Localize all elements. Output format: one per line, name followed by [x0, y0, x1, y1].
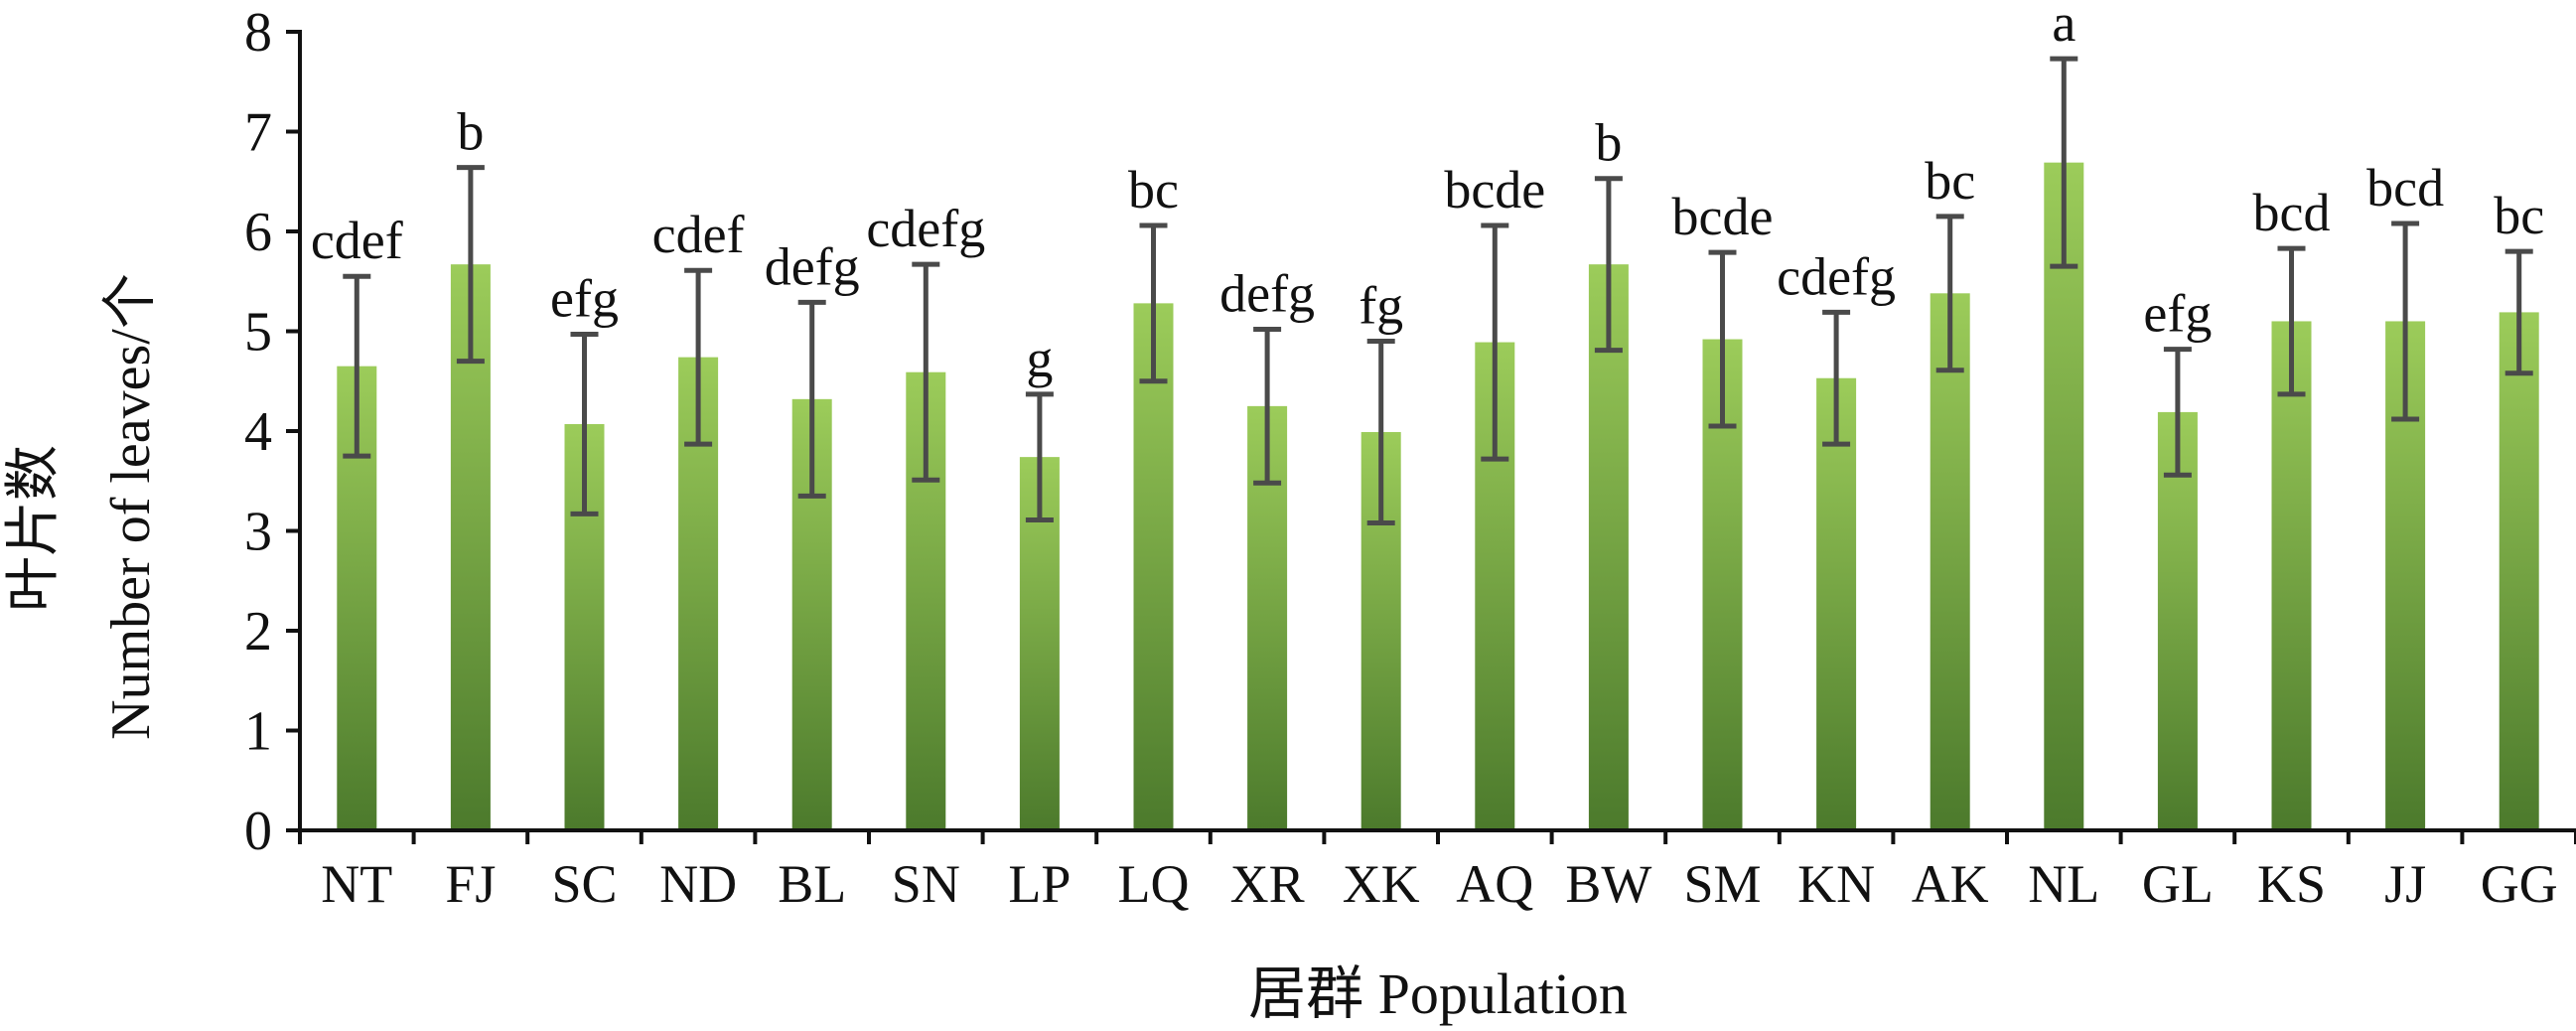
error-bar [1594, 176, 1623, 354]
error-bar [2277, 245, 2306, 397]
error-bar [2050, 56, 2078, 269]
y-axis-title: 叶片数 [3, 445, 65, 612]
error-bar [456, 165, 485, 365]
category-label: XK [1343, 854, 1420, 914]
error-bar [1822, 309, 1851, 447]
significance-label: fg [1359, 276, 1403, 336]
bar [1930, 293, 1970, 830]
category-label: FJ [445, 854, 496, 914]
y-tick-label: 1 [244, 701, 272, 763]
bar [2499, 312, 2539, 830]
error-bar [1708, 249, 1737, 429]
category-label: GL [2142, 854, 2214, 914]
significance-label: efg [2143, 284, 2212, 344]
significance-label: a [2052, 0, 2075, 53]
category-label: SC [551, 854, 617, 914]
error-bar [1253, 326, 1282, 486]
significance-label: bc [1128, 160, 1179, 220]
error-bar [343, 273, 371, 459]
category-label: LP [1008, 854, 1071, 914]
y-tick-label: 5 [244, 302, 272, 364]
y-ticks-layer: 0 1 2 3 4 5 6 7 8 [244, 2, 2576, 862]
significance-label: cdef [311, 211, 403, 270]
y-tick-label: 6 [244, 202, 272, 263]
error-bar [570, 332, 599, 516]
significance-label: bc [2494, 186, 2544, 245]
category-label: SN [892, 854, 960, 914]
error-bar [2391, 221, 2420, 422]
error-bar [1481, 222, 1509, 462]
category-label: XR [1230, 854, 1305, 914]
y-tick-label: 0 [244, 801, 272, 862]
significance-label: cdefg [1777, 246, 1896, 306]
category-label: NL [2028, 854, 2099, 914]
category-label: NT [321, 854, 392, 914]
significance-label: b [1595, 113, 1622, 173]
x-axis-title: 居群 Population [1248, 961, 1628, 1026]
category-label: BL [778, 854, 846, 914]
bar [1133, 303, 1174, 830]
bars-layer [337, 162, 2539, 830]
y-axis-subtitle: Number of leaves/个 [100, 273, 162, 740]
bar [2044, 162, 2084, 830]
category-labels-layer: NT FJ SC ND BL SN LP LQ XR XK AQ BW SM KN AK NL GL KS JJ GG [321, 854, 2557, 914]
y-axis-title-en: Number of leaves/个 [100, 273, 162, 740]
significance-label: efg [550, 269, 619, 329]
bar [2157, 411, 2198, 830]
error-bar [912, 261, 940, 483]
error-bars-layer [343, 56, 2533, 525]
significance-label: defg [1219, 263, 1315, 323]
significance-label: bcde [1444, 160, 1545, 220]
category-label: GG [2481, 854, 2558, 914]
error-bar [797, 299, 826, 499]
bar [2271, 321, 2312, 830]
category-label: AK [1912, 854, 1989, 914]
significance-label: bcd [2366, 158, 2444, 218]
significance-label: cdefg [866, 199, 985, 258]
significance-label: bc [1925, 151, 1975, 211]
error-bar [1366, 339, 1395, 525]
y-tick-label: 2 [244, 601, 272, 663]
significance-label: cdef [652, 205, 745, 264]
y-tick-label: 4 [244, 401, 272, 463]
significance-label: b [457, 102, 484, 162]
y-tick-label: 7 [244, 102, 272, 164]
error-bar [684, 267, 713, 447]
category-label: SM [1683, 854, 1761, 914]
bar [1588, 264, 1629, 830]
error-bar [1025, 391, 1054, 522]
error-bar [2163, 347, 2192, 478]
bar [1816, 377, 1857, 830]
y-tick-label: 8 [244, 2, 272, 64]
category-label: JJ [2384, 854, 2426, 914]
significance-label: bcde [1672, 187, 1774, 246]
category-label: LQ [1118, 854, 1190, 914]
error-bar [1935, 214, 1964, 373]
category-label: BW [1565, 854, 1651, 914]
error-bar [2504, 248, 2533, 376]
significance-label: g [1026, 329, 1053, 388]
category-label: AQ [1456, 854, 1533, 914]
error-bar [1139, 222, 1168, 384]
significance-label: defg [765, 236, 860, 296]
y-axis-title-cn: 叶片数 [3, 445, 65, 612]
category-label: KN [1797, 854, 1875, 914]
significance-label: bcd [2253, 183, 2331, 242]
y-tick-label: 3 [244, 502, 272, 563]
category-label: KS [2257, 854, 2326, 914]
category-label: ND [659, 854, 737, 914]
